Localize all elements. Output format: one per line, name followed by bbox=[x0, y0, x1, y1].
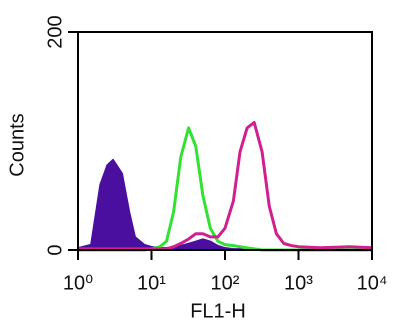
y-tick-label: 200 bbox=[44, 15, 66, 48]
x-axis-label: FL1-H bbox=[190, 300, 246, 322]
line bbox=[78, 121, 373, 251]
x-tick-label: 10¹ bbox=[137, 272, 166, 294]
x-tick-label: 10² bbox=[211, 272, 240, 294]
x-tick-label: 10⁰ bbox=[63, 272, 93, 294]
x-tick-label: 10⁴ bbox=[357, 272, 388, 294]
y-tick-label: 0 bbox=[44, 244, 66, 255]
x-tick-label: 10³ bbox=[284, 272, 313, 294]
area bbox=[77, 158, 373, 251]
y-axis-label: Counts bbox=[6, 113, 28, 176]
